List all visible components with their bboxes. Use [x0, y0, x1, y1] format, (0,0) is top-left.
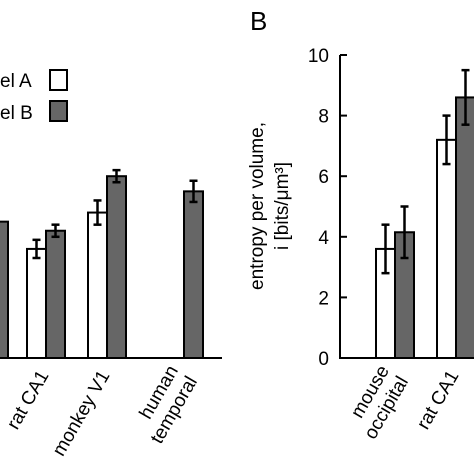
panel-b-y-axis-label-line-2: i [bits/μm³]	[272, 162, 293, 250]
category-label: mouseoccipital	[341, 362, 413, 443]
category-label-line: rat CA1	[3, 367, 53, 433]
y-tick-label: 10	[308, 46, 329, 67]
bar-model-b-4	[183, 190, 204, 359]
category-label: humantemporal	[128, 362, 202, 448]
y-tick-label: 4	[318, 228, 329, 249]
panel-b-bars	[375, 68, 474, 360]
bar-model-b-1	[0, 220, 9, 359]
y-tick-label: 8	[318, 107, 329, 128]
panel-b-label: B	[250, 6, 267, 36]
panel-b-y-ticks: 0 2 4 6 8 10	[308, 46, 347, 370]
legend-label-model-a: el A	[0, 71, 32, 92]
legend-swatch-model-a	[49, 69, 68, 91]
legend-swatch-model-b	[49, 100, 68, 122]
category-label-line: monkey V1	[49, 367, 115, 460]
bar-model-a-2	[26, 247, 47, 359]
y-tick-label: 0	[318, 349, 329, 370]
panel-b: B entropy per volume, i [bits/μm³] 0 2 4 6 8…	[247, 6, 474, 443]
legend-label-model-b: el B	[0, 103, 33, 124]
bar-model-a-3	[87, 211, 108, 359]
legend: el A el B	[0, 69, 68, 124]
category-label: rat CA1	[413, 367, 463, 433]
bar-model-a-2	[436, 138, 457, 359]
bar-model-b-2	[455, 96, 474, 359]
y-tick-label: 6	[318, 167, 329, 188]
category-label: monkey V1	[49, 367, 115, 460]
category-label-line: rat CA1	[413, 367, 463, 433]
panel-b-y-axis-label-line-1: entropy per volume,	[247, 122, 268, 290]
panel-a-bars	[0, 168, 204, 360]
category-label: rat CA1	[3, 367, 53, 433]
bar-model-b-2	[45, 229, 66, 360]
bar-model-b-3	[106, 175, 127, 359]
y-tick-label: 2	[318, 288, 329, 309]
